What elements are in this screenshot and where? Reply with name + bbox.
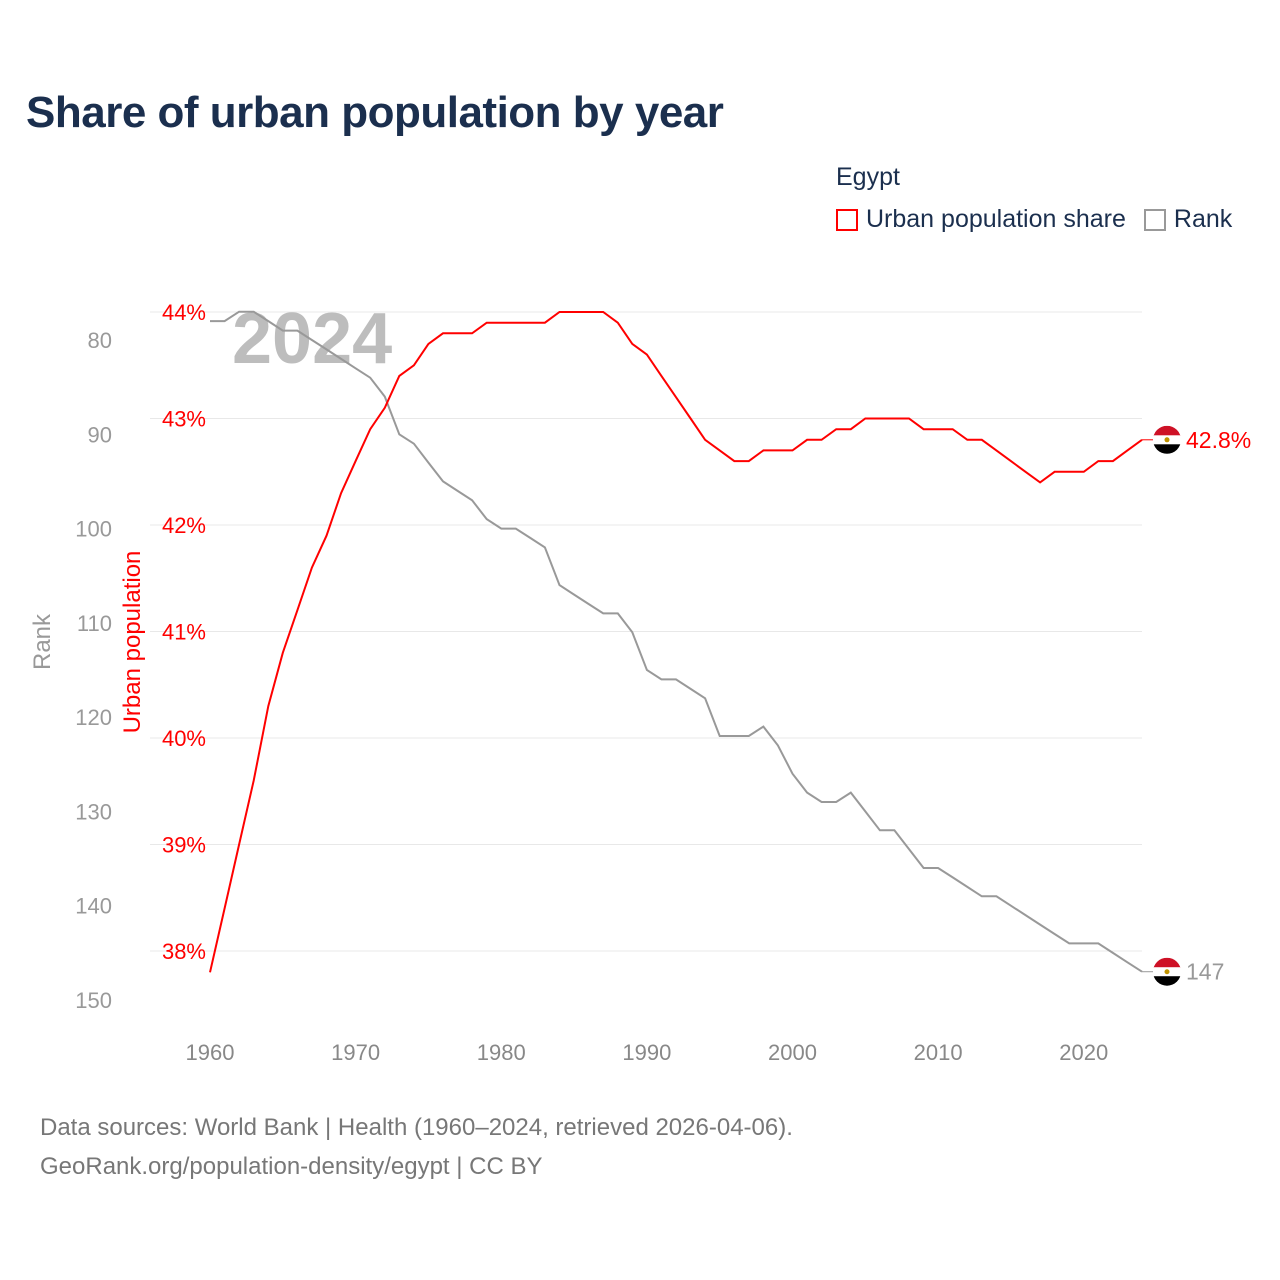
- rank-tick-label: 150: [75, 988, 112, 1013]
- flag-black-stripe: [1153, 444, 1181, 454]
- rank-tick-label: 110: [77, 611, 112, 636]
- source-note: Data sources: World Bank | Health (1960–…: [40, 1108, 793, 1186]
- egypt-flag-icon: [1153, 425, 1181, 454]
- x-tick-label: 1980: [477, 1040, 526, 1065]
- rank-tick-label: 90: [88, 422, 112, 447]
- rank-end-label: 147: [1186, 959, 1224, 985]
- urban-series-line: [209, 311, 1143, 973]
- x-tick-label: 1960: [186, 1040, 235, 1065]
- chart-title: Share of urban population by year: [26, 88, 724, 137]
- flag-eagle-emblem: [1164, 437, 1170, 443]
- legend-title: Egypt: [836, 163, 900, 191]
- rank-tick-label: 100: [75, 517, 112, 542]
- legend-label-urban: Urban population share: [866, 205, 1126, 233]
- legend-swatch-rank: [1143, 208, 1166, 231]
- urban-tick-label: 39%: [162, 833, 206, 858]
- legend-label-rank: Rank: [1173, 205, 1233, 233]
- rank-series-line: [210, 310, 1143, 973]
- source-line-1: Data sources: World Bank | Health (1960–…: [40, 1114, 793, 1141]
- rank-axis-label: Rank: [29, 613, 56, 670]
- urban-end-flag: [1153, 425, 1181, 454]
- egypt-flag-icon: [1153, 957, 1181, 986]
- urban-end-label: 42.8%: [1186, 427, 1251, 453]
- urban-tick-label: 43%: [162, 407, 206, 432]
- urban-tick-label: 42%: [162, 513, 206, 538]
- legend: Urban population share Rank: [836, 205, 1250, 234]
- rank-tick-label: 130: [75, 799, 112, 824]
- rank-end-flag: [1153, 957, 1181, 986]
- x-tick-label: 2000: [768, 1040, 817, 1065]
- source-line-2[interactable]: GeoRank.org/population-density/egypt | C…: [40, 1153, 543, 1180]
- x-tick-label: 1990: [622, 1040, 671, 1065]
- rank-tick-label: 120: [75, 705, 112, 730]
- flag-red-stripe: [1153, 425, 1181, 436]
- urban-axis-label: Urban population: [119, 551, 146, 734]
- legend-item-urban[interactable]: Urban population share: [836, 205, 1126, 234]
- x-tick-label: 2010: [914, 1040, 963, 1065]
- legend-item-rank[interactable]: Rank: [1143, 205, 1233, 234]
- rank-tick-label: 140: [75, 894, 112, 919]
- flag-black-stripe: [1153, 976, 1181, 986]
- flag-eagle-emblem: [1164, 969, 1170, 975]
- rank-tick-label: 80: [88, 328, 112, 353]
- legend-swatch-urban: [836, 208, 858, 231]
- urban-tick-label: 44%: [162, 300, 206, 325]
- x-tick-label: 1970: [331, 1040, 380, 1065]
- flag-red-stripe: [1153, 957, 1181, 968]
- x-tick-label: 2020: [1059, 1040, 1108, 1065]
- urban-tick-label: 40%: [162, 726, 206, 751]
- urban-tick-label: 41%: [162, 620, 206, 645]
- urban-tick-label: 38%: [162, 939, 206, 964]
